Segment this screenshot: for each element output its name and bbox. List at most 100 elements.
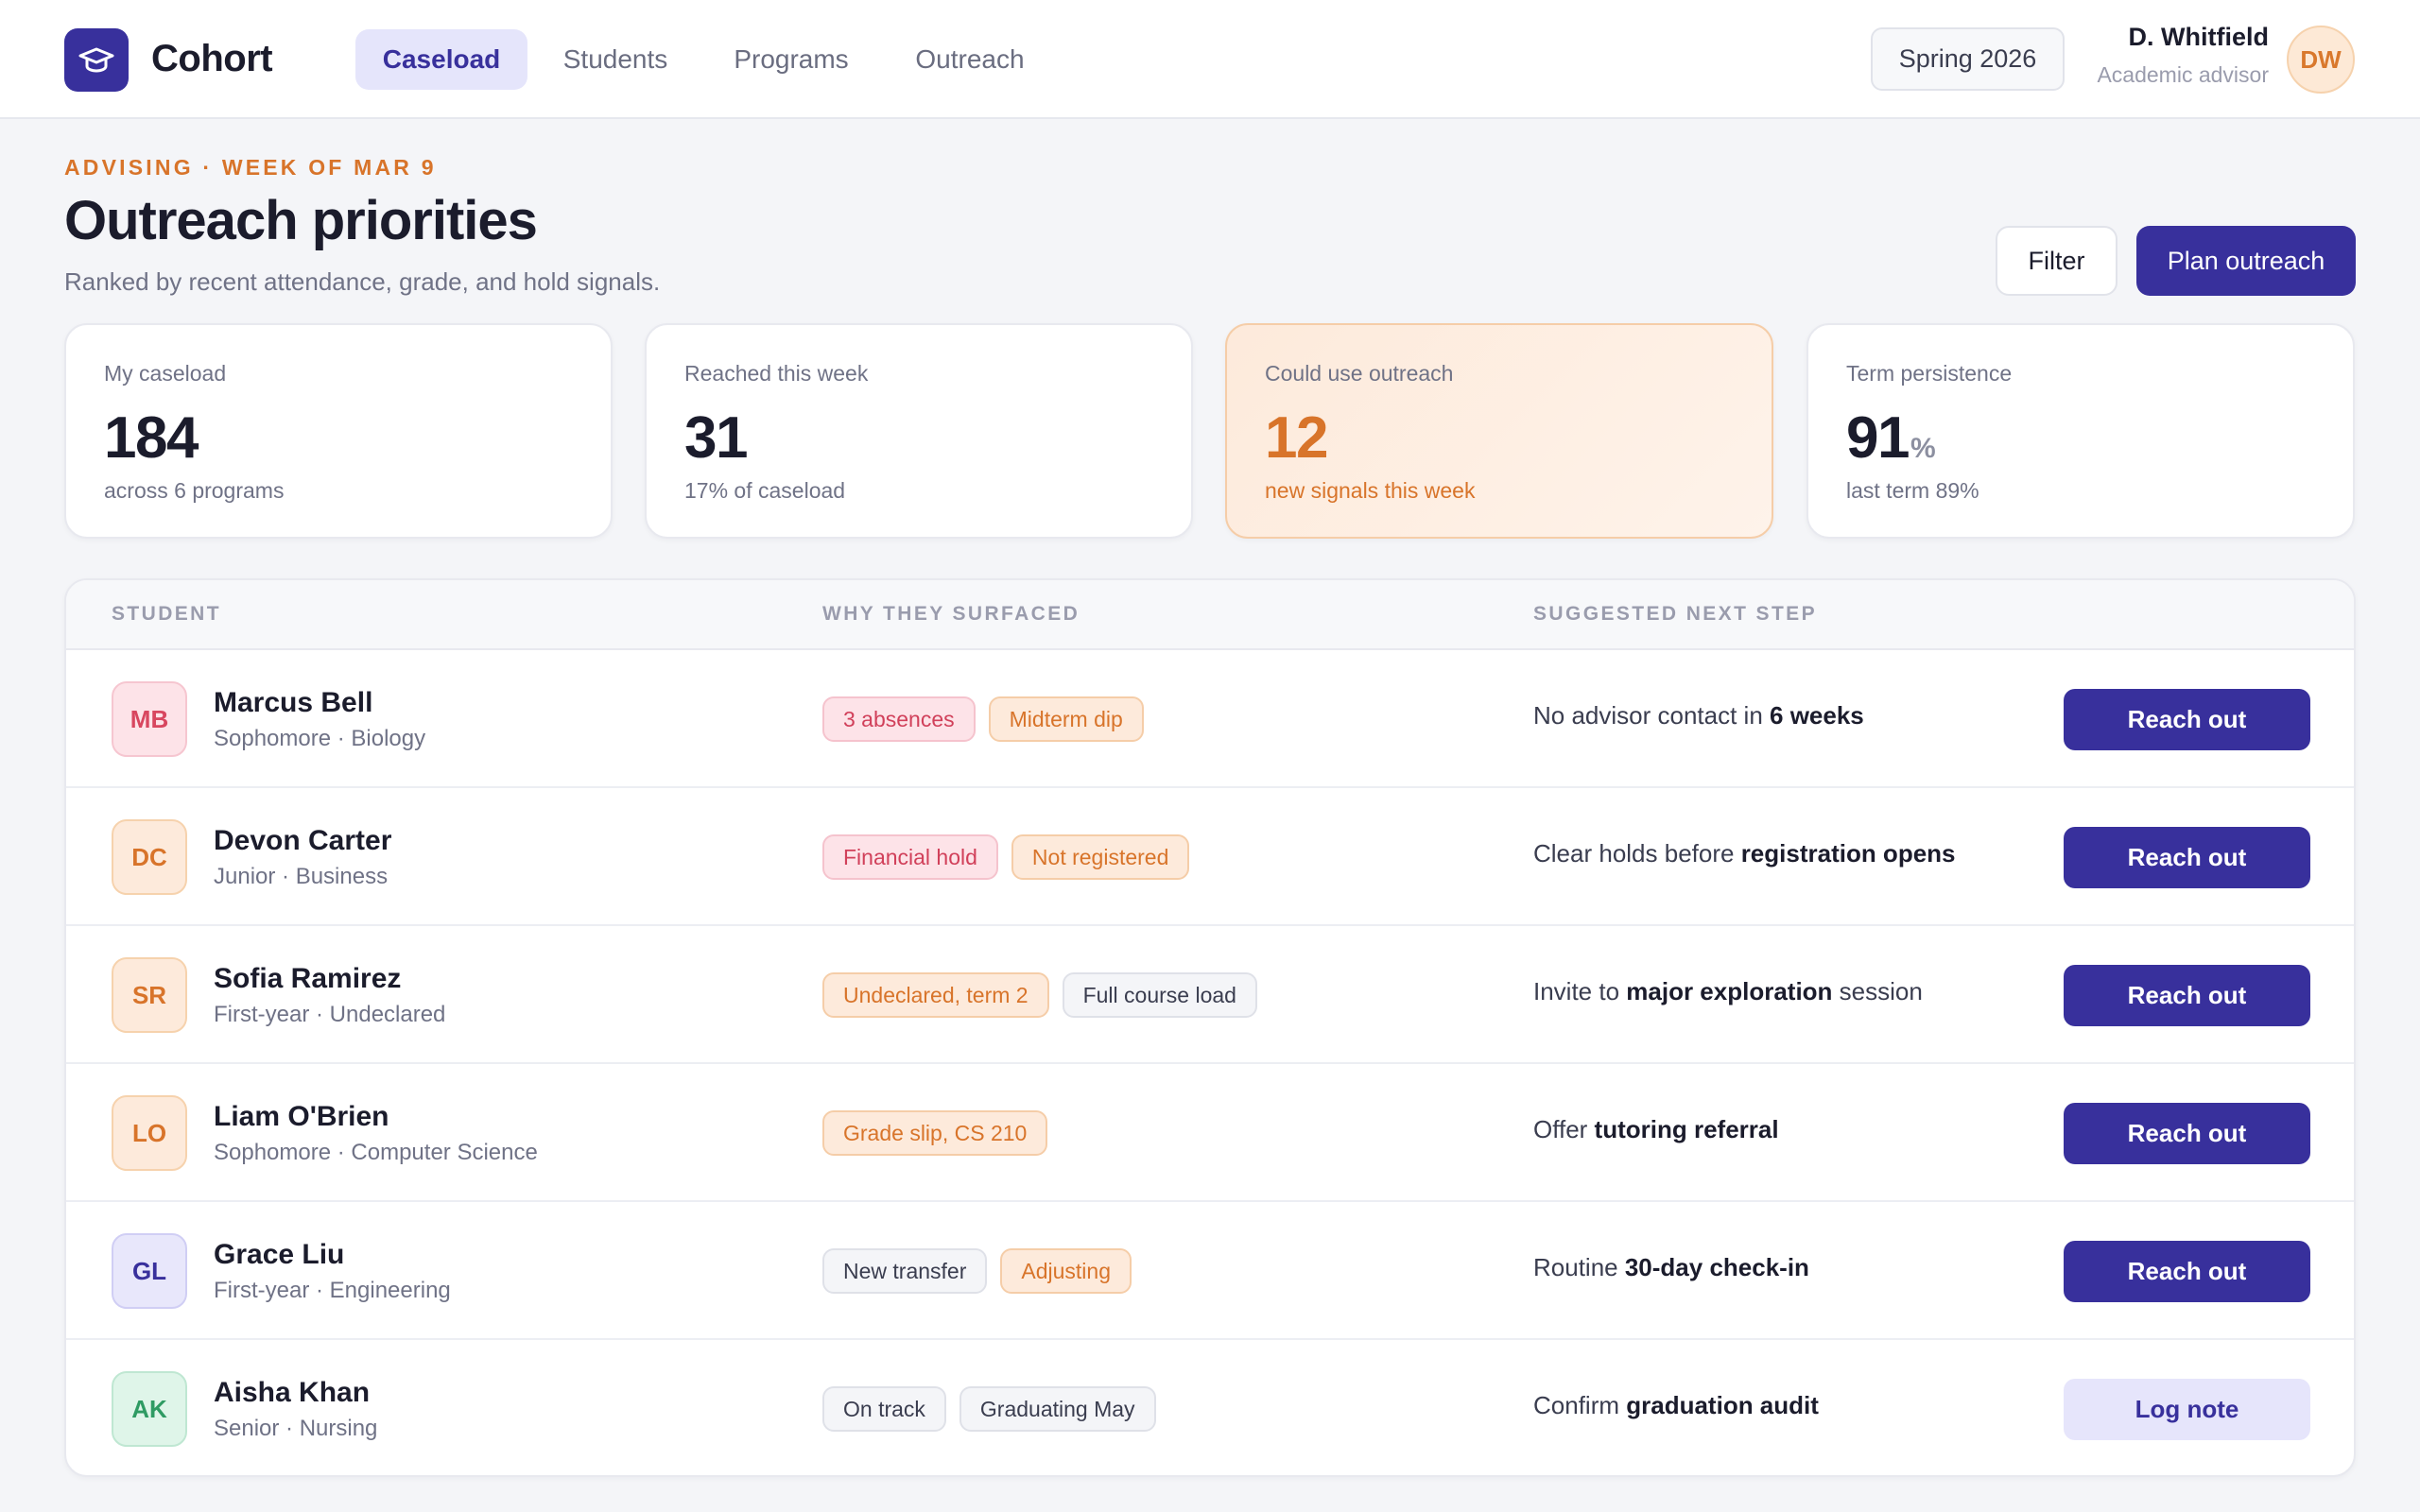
term-selector[interactable]: Spring 2026 (1871, 27, 2065, 91)
reach-out-button[interactable]: Reach out (2064, 965, 2310, 1026)
next-step-text: Routine 30-day check-in (1533, 1253, 1809, 1282)
table-row[interactable]: DC Devon Carter Junior · Business Financial… (66, 788, 2354, 926)
signal-tags: Undeclared, term 2 Full course load (822, 972, 1257, 1018)
next-step-prefix: Confirm (1533, 1391, 1627, 1419)
student-meta: Senior · Nursing (214, 1416, 378, 1441)
column-header-next-step: SUGGESTED NEXT STEP (1533, 603, 1817, 625)
outreach-table: STUDENT WHY THEY SURFACED SUGGESTED NEXT… (64, 578, 2356, 1477)
stat-caption: last term 89% (1846, 478, 1979, 503)
next-step-prefix: Clear holds before (1533, 839, 1741, 868)
signal-tag: New transfer (822, 1248, 988, 1294)
brand-name[interactable]: Cohort (151, 38, 273, 79)
reach-out-button[interactable]: Reach out (2064, 1103, 2310, 1164)
next-step-text: Confirm graduation audit (1533, 1391, 1819, 1420)
next-step-emphasis: major exploration (1626, 977, 1833, 1005)
stat-value: 184 (104, 405, 199, 471)
signal-tags: Financial hold Not registered (822, 834, 1190, 880)
stat-value: 12 (1265, 405, 1328, 471)
signal-tag: Grade slip, CS 210 (822, 1110, 1048, 1156)
signal-tag: Full course load (1062, 972, 1257, 1018)
stat-value: 31 (684, 405, 748, 471)
signal-tag: Graduating May (959, 1386, 1156, 1432)
next-step-emphasis: 6 weeks (1770, 701, 1864, 730)
stat-card-caseload[interactable]: My caseload 184 across 6 programs (64, 323, 613, 539)
next-step-text: Invite to major exploration session (1533, 977, 1923, 1006)
next-step-suffix: session (1832, 977, 1923, 1005)
next-step-prefix: No advisor contact in (1533, 701, 1771, 730)
stat-caption: across 6 programs (104, 478, 285, 503)
signal-tag: 3 absences (822, 696, 976, 742)
reach-out-button[interactable]: Reach out (2064, 689, 2310, 750)
stat-caption: 17% of caseload (684, 478, 846, 503)
next-step-text: No advisor contact in 6 weeks (1533, 701, 1864, 730)
stat-unit: % (1910, 433, 1936, 464)
next-step-emphasis: 30-day check-in (1624, 1253, 1809, 1281)
student-avatar: SR (112, 957, 187, 1033)
stat-card-persistence[interactable]: Term persistence 91% last term 89% (1806, 323, 2355, 539)
plan-outreach-button[interactable]: Plan outreach (2136, 226, 2356, 296)
reach-out-button[interactable]: Reach out (2064, 827, 2310, 888)
student-avatar: DC (112, 819, 187, 895)
student-avatar: LO (112, 1095, 187, 1171)
next-step-text: Offer tutoring referral (1533, 1115, 1779, 1144)
table-row[interactable]: GL Grace Liu First-year · Engineering New t… (66, 1202, 2354, 1340)
log-note-button[interactable]: Log note (2064, 1379, 2310, 1440)
stat-label: Term persistence (1846, 361, 2013, 386)
reach-out-button[interactable]: Reach out (2064, 1241, 2310, 1302)
stat-card-needs-outreach[interactable]: Could use outreach 12 new signals this w… (1225, 323, 1773, 539)
student-meta: Sophomore · Computer Science (214, 1140, 538, 1165)
student-name[interactable]: Sofia Ramirez (214, 963, 402, 994)
next-step-prefix: Offer (1533, 1115, 1595, 1143)
student-name[interactable]: Aisha Khan (214, 1377, 371, 1408)
signal-tag: Midterm dip (988, 696, 1144, 742)
stat-label: Could use outreach (1265, 361, 1454, 386)
tab-caseload[interactable]: Caseload (355, 29, 527, 90)
column-header-student: STUDENT (112, 603, 221, 625)
tab-programs[interactable]: Programs (734, 44, 849, 74)
tab-outreach[interactable]: Outreach (915, 44, 1025, 74)
stat-label: Reached this week (684, 361, 869, 386)
next-step-emphasis: tutoring referral (1594, 1115, 1779, 1143)
stat-label: My caseload (104, 361, 227, 386)
student-name[interactable]: Devon Carter (214, 825, 392, 856)
student-avatar: AK (112, 1371, 187, 1447)
next-step-prefix: Routine (1533, 1253, 1625, 1281)
student-meta: Sophomore · Biology (214, 726, 426, 751)
signal-tag: On track (822, 1386, 946, 1432)
graduation-cap-icon[interactable] (64, 28, 129, 92)
user-role: Academic advisor (2097, 62, 2269, 87)
signal-tag: Not registered (1011, 834, 1190, 880)
tab-students[interactable]: Students (562, 44, 668, 74)
student-name[interactable]: Marcus Bell (214, 687, 373, 718)
column-header-reason: WHY THEY SURFACED (822, 603, 1080, 625)
top-navigation-bar: Cohort Caseload Students Programs Outrea… (0, 0, 2420, 119)
stat-caption: new signals this week (1265, 478, 1476, 503)
table-row[interactable]: AK Aisha Khan Senior · Nursing On track Grad… (66, 1340, 2354, 1475)
signal-tag: Undeclared, term 2 (822, 972, 1049, 1018)
next-step-text: Clear holds before registration opens (1533, 839, 1956, 868)
stat-value: 91% (1846, 405, 1936, 471)
student-meta: Junior · Business (214, 864, 389, 889)
signal-tag: Financial hold (822, 834, 998, 880)
page-subtitle: Ranked by recent attendance, grade, and … (64, 267, 661, 296)
user-avatar[interactable]: DW (2287, 26, 2355, 94)
next-step-emphasis: registration opens (1740, 839, 1956, 868)
filter-button[interactable]: Filter (1996, 226, 2118, 296)
signal-tags: New transfer Adjusting (822, 1248, 1132, 1294)
student-meta: First-year · Engineering (214, 1278, 451, 1303)
table-row[interactable]: SR Sofia Ramirez First-year · Undeclared Un… (66, 926, 2354, 1064)
user-name: D. Whitfield (2128, 23, 2269, 51)
next-step-emphasis: graduation audit (1626, 1391, 1819, 1419)
student-avatar: GL (112, 1233, 187, 1309)
student-name[interactable]: Grace Liu (214, 1239, 345, 1270)
student-name[interactable]: Liam O'Brien (214, 1101, 389, 1132)
stat-card-reached[interactable]: Reached this week 31 17% of caseload (645, 323, 1193, 539)
table-row[interactable]: MB Marcus Bell Sophomore · Biology 3 absenc… (66, 650, 2354, 788)
table-header: STUDENT WHY THEY SURFACED SUGGESTED NEXT… (66, 580, 2354, 650)
signal-tags: On track Graduating May (822, 1386, 1156, 1432)
table-row[interactable]: LO Liam O'Brien Sophomore · Computer Scien… (66, 1064, 2354, 1202)
student-avatar: MB (112, 681, 187, 757)
signal-tags: Grade slip, CS 210 (822, 1110, 1048, 1156)
student-meta: First-year · Undeclared (214, 1002, 446, 1027)
signal-tag: Adjusting (1000, 1248, 1132, 1294)
